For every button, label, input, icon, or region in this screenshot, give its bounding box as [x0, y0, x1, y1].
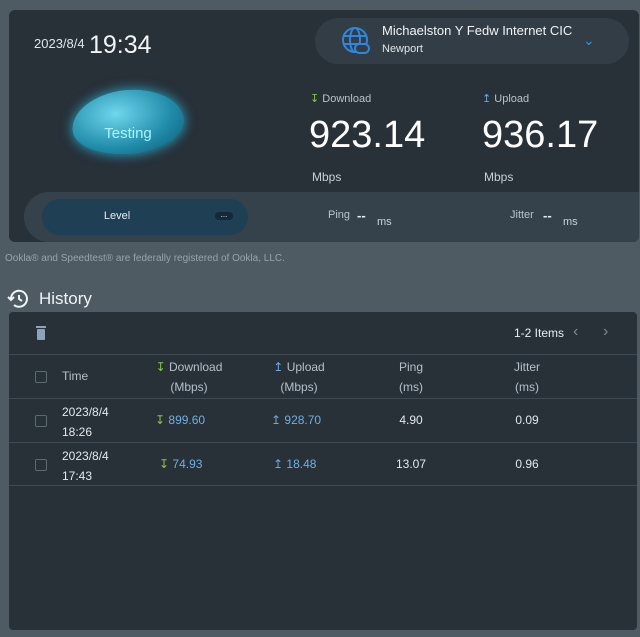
upload-value: 936.17	[482, 114, 599, 156]
row-date: 2023/8/4	[62, 449, 109, 463]
col-upload: ↥ Upload (Mbps)	[259, 357, 339, 397]
row-checkbox[interactable]	[35, 415, 47, 427]
row-ping: 13.07	[395, 457, 427, 471]
upload-label-group: ↥ Upload	[482, 92, 529, 105]
row-upload-value: 18.48	[286, 457, 317, 471]
current-date: 2023/8/4	[34, 36, 85, 51]
row-checkbox[interactable]	[35, 459, 47, 471]
col-download-unit: (Mbps)	[170, 380, 208, 394]
download-arrow-icon: ↧	[155, 413, 166, 427]
download-unit: Mbps	[312, 170, 342, 184]
col-upload-unit: (Mbps)	[280, 380, 318, 394]
col-upload-label: Upload	[286, 360, 325, 374]
table-header: Time ↧ Download (Mbps) ↥ Upload (Mbps) Pin…	[9, 354, 637, 398]
row-upload-value: 928.70	[284, 413, 322, 427]
jitter-label: Jitter	[510, 209, 534, 221]
ping-label: Ping	[328, 209, 351, 221]
download-label: Download	[322, 93, 372, 105]
row-download: ↧ 74.93	[159, 457, 202, 471]
table-row: 2023/8/4 17:43 ↧ 74.93 ↥ 18.48 13.07 0.96	[9, 442, 637, 486]
history-icon	[7, 289, 29, 314]
history-table: 1-2 Items ‹ › Time ↧ Download (Mbps) ↥ Up…	[9, 312, 637, 630]
globe-link-icon	[341, 26, 371, 61]
prev-page-icon[interactable]: ‹	[573, 323, 579, 340]
current-time: 19:34	[89, 31, 152, 59]
level-label: Level	[103, 210, 131, 222]
download-arrow-icon: ↧	[155, 360, 166, 374]
table-row: 2023/8/4 18:26 ↧ 899.60 ↥ 928.70 4.90 0.0…	[9, 398, 637, 442]
col-jitter-label: Jitter	[513, 360, 540, 374]
download-arrow-icon: ↧	[310, 93, 320, 105]
col-download: ↧ Download (Mbps)	[144, 357, 234, 397]
select-all-checkbox[interactable]	[35, 371, 47, 383]
chevron-down-icon[interactable]: ⌄	[583, 32, 595, 48]
jitter-value: --	[543, 208, 552, 223]
row-download-value: 899.60	[168, 413, 206, 427]
row-download: ↧ 899.60	[155, 413, 205, 427]
server-city: Newport	[382, 43, 423, 55]
upload-label: Upload	[494, 93, 530, 105]
col-ping: Ping (ms)	[389, 357, 433, 397]
download-label-group: ↧ Download	[310, 92, 371, 105]
server-name: Michaelston Y Fedw Internet CIC	[382, 23, 573, 38]
upload-arrow-icon: ↥	[482, 93, 492, 105]
next-page-icon[interactable]: ›	[603, 323, 609, 340]
row-download-value: 74.93	[172, 457, 203, 471]
col-download-label: Download	[169, 360, 223, 374]
col-time: Time	[62, 369, 89, 383]
col-jitter: Jitter (ms)	[505, 357, 549, 397]
row-clock: 17:43	[62, 469, 93, 483]
server-selector[interactable]: Michaelston Y Fedw Internet CIC Newport …	[315, 18, 629, 64]
level-value: ...	[215, 211, 233, 220]
history-title: History	[39, 289, 92, 308]
upload-unit: Mbps	[484, 170, 514, 184]
download-value: 923.14	[309, 114, 426, 156]
row-upload: ↥ 928.70	[271, 413, 321, 427]
upload-arrow-icon: ↥	[273, 360, 284, 374]
level-indicator: Level ...	[42, 199, 248, 235]
row-jitter: 0.09	[515, 413, 539, 427]
row-time: 2023/8/4 17:43	[62, 446, 109, 486]
upload-arrow-icon: ↥	[273, 457, 284, 471]
test-status: Testing	[104, 125, 152, 142]
col-ping-label: Ping	[398, 360, 424, 374]
row-date: 2023/8/4	[62, 405, 109, 419]
row-upload: ↥ 18.48	[273, 457, 316, 471]
upload-arrow-icon: ↥	[271, 413, 282, 427]
ping-value: --	[357, 208, 366, 223]
row-ping: 4.90	[399, 413, 423, 427]
items-count: 1-2 Items	[514, 326, 565, 340]
download-arrow-icon: ↧	[159, 457, 170, 471]
jitter-unit: ms	[563, 216, 578, 228]
row-jitter: 0.96	[515, 457, 539, 471]
trash-icon[interactable]	[36, 326, 46, 340]
col-jitter-unit: (ms)	[515, 380, 539, 394]
ping-unit: ms	[377, 216, 392, 228]
legal-notice: Ookla® and Speedtest® are federally regi…	[5, 253, 285, 264]
row-time: 2023/8/4 18:26	[62, 402, 109, 442]
row-clock: 18:26	[62, 425, 93, 439]
col-ping-unit: (ms)	[399, 380, 423, 394]
